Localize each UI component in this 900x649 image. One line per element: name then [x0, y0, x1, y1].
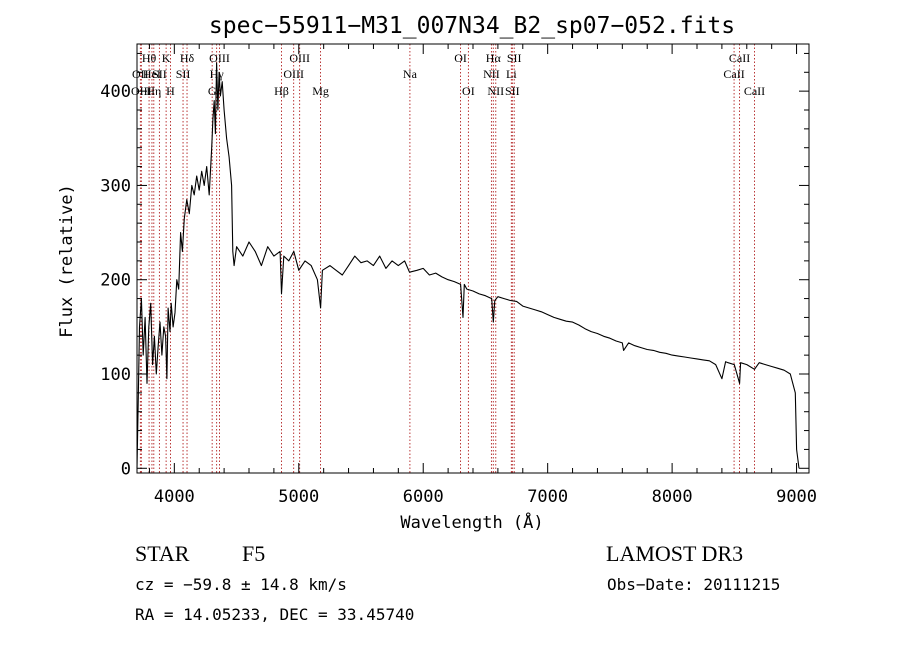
coordinates: RA = 14.05233, DEC = 33.45740 — [135, 605, 415, 624]
marker-label: OIII — [209, 51, 230, 65]
marker-label: Hβ — [274, 84, 289, 98]
spectrum-line — [136, 62, 800, 469]
y-tick-label: 0 — [121, 459, 131, 479]
marker-label: OI — [462, 84, 475, 98]
marker-label: OIII — [289, 51, 310, 65]
observation-date: Obs−Date: 20111215 — [607, 575, 781, 594]
marker-label: NII — [483, 67, 500, 81]
x-tick-label: 6000 — [403, 487, 444, 507]
marker-label: OI — [454, 51, 467, 65]
x-tick-label: 4000 — [154, 487, 195, 507]
redshift-velocity: cz = −59.8 ± 14.8 km/s — [135, 575, 347, 594]
y-tick-label: 300 — [100, 176, 131, 196]
marker-label: G — [208, 84, 217, 98]
x-tick-label: 7000 — [527, 487, 568, 507]
y-tick-label: 200 — [100, 271, 131, 291]
x-ticks: 4000 5000 6000 7000 8000 9000 — [148, 44, 817, 507]
marker-label: SII — [176, 67, 191, 81]
marker-label: CaII — [723, 67, 744, 81]
y-axis-label: Flux (relative) — [57, 184, 77, 338]
marker-label: K — [162, 51, 171, 65]
marker-label: SII — [505, 84, 520, 98]
marker-label: Hθ — [142, 51, 157, 65]
marker-label: H — [166, 84, 175, 98]
x-tick-label: 8000 — [652, 487, 693, 507]
plot-frame — [136, 43, 810, 474]
marker-label: SII — [507, 51, 522, 65]
object-class: STAR — [135, 541, 190, 566]
marker-label: Mg — [312, 84, 329, 98]
marker-label: CaII — [729, 51, 750, 65]
marker-label: Hα — [486, 51, 502, 65]
marker-label: Li — [506, 67, 517, 81]
marker-label: CaII — [744, 84, 765, 98]
x-axis-label: Wavelength (Å) — [400, 511, 543, 533]
marker-label: OIII — [283, 67, 304, 81]
marker-label: HeI — [143, 67, 161, 81]
marker-lines — [139, 44, 755, 473]
x-tick-label: 5000 — [278, 487, 319, 507]
object-subclass: F5 — [242, 541, 266, 566]
marker-label: Na — [403, 67, 418, 81]
marker-label: SII — [152, 67, 167, 81]
y-ticks: 0 100 200 300 400 — [100, 52, 809, 479]
y-tick-label: 100 — [100, 365, 131, 385]
marker-label: OII — [132, 67, 149, 81]
marker-label: Hδ — [180, 51, 195, 65]
marker-label: NII — [487, 84, 504, 98]
chart-title: spec−55911−M31_007N34_B2_sp07−052.fits — [209, 13, 735, 39]
y-tick-label: 400 — [100, 82, 131, 102]
marker-label: Hη — [146, 84, 161, 98]
x-tick-label: 9000 — [776, 487, 817, 507]
survey-name: LAMOST DR3 — [606, 541, 744, 566]
